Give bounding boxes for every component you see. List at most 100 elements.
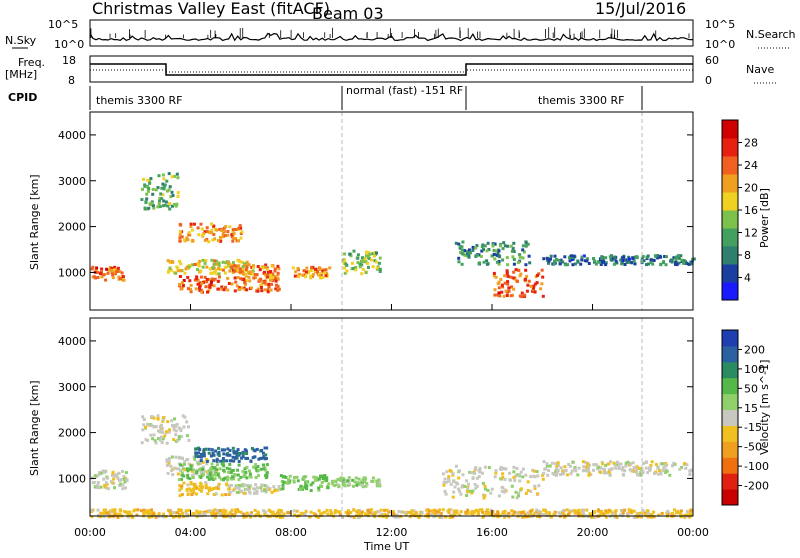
heatmap-cell (148, 202, 152, 206)
heatmap-cell (264, 510, 268, 514)
heatmap-cell (216, 239, 220, 243)
heatmap-cell (458, 489, 462, 493)
heatmap-cell (452, 509, 456, 513)
heatmap-cell (147, 206, 151, 210)
heatmap-cell (379, 512, 383, 516)
heatmap-cell (94, 268, 98, 272)
heatmap-cell (473, 510, 477, 514)
heatmap-cell (265, 485, 269, 489)
heatmap-cell (201, 233, 205, 237)
heatmap-cell (481, 471, 484, 475)
heatmap-cell (109, 480, 113, 484)
heatmap-cell (295, 475, 299, 479)
heatmap-cell (458, 469, 462, 473)
heatmap-cell (501, 472, 505, 476)
heatmap-cell (179, 262, 183, 266)
heatmap-cell (187, 265, 191, 269)
heatmap-cell (311, 481, 315, 485)
heatmap-cell (201, 467, 205, 471)
heatmap-cell (176, 269, 180, 273)
heatmap-cell (113, 511, 117, 515)
heatmap-cell (680, 258, 684, 262)
heatmap-cell (362, 479, 366, 483)
heatmap-cell (161, 182, 165, 186)
heatmap-cell (172, 438, 176, 441)
heatmap-cell (527, 279, 531, 283)
heatmap-cell (251, 266, 255, 270)
cpid-label: CPID (8, 91, 37, 104)
heatmap-cell (237, 484, 241, 487)
heatmap-cell (206, 290, 209, 294)
heatmap-cell (599, 510, 603, 514)
heatmap-cell (534, 282, 538, 286)
heatmap-cell (124, 486, 127, 490)
heatmap-cell (162, 177, 166, 181)
heatmap-cell (495, 253, 499, 257)
heatmap-cell (147, 515, 151, 519)
heatmap-cell (343, 252, 347, 256)
nave-tick-top: 60 (705, 54, 719, 67)
heatmap-cell (514, 511, 518, 515)
heatmap-cell (576, 473, 580, 477)
heatmap-cell (194, 447, 198, 451)
heatmap-cell (304, 275, 308, 279)
heatmap-cell (542, 471, 546, 475)
heatmap-cell (518, 479, 522, 483)
heatmap-cell (529, 489, 533, 493)
heatmap-cell (373, 251, 377, 255)
heatmap-cell (375, 510, 378, 514)
heatmap-cell (228, 484, 231, 488)
heatmap-cell (467, 248, 471, 252)
heatmap-cell (588, 471, 591, 475)
velocity-colorbar-frame (721, 329, 739, 506)
heatmap-cell (490, 487, 494, 491)
heatmap-cell (128, 511, 132, 515)
heatmap-cell (607, 508, 611, 512)
heatmap-cell (501, 247, 505, 251)
heatmap-cell (264, 476, 268, 479)
heatmap-cell (171, 473, 175, 477)
heatmap-cell (309, 510, 313, 514)
heatmap-cell (200, 290, 204, 294)
heatmap-cell (652, 510, 656, 514)
heatmap-cell (156, 186, 160, 190)
heatmap-cell (517, 494, 520, 498)
heatmap-cell (333, 511, 337, 515)
heatmap-cell (481, 243, 485, 247)
heatmap-cell (320, 485, 324, 488)
heatmap-cell (309, 274, 313, 278)
heatmap-cell (581, 512, 585, 516)
heatmap-cell (627, 257, 631, 261)
heatmap-cell (378, 267, 382, 271)
heatmap-cell (179, 508, 182, 512)
heatmap-cell (442, 483, 446, 487)
heatmap-cell (656, 256, 660, 260)
heatmap-cell (113, 486, 116, 490)
heatmap-cell (206, 475, 210, 479)
heatmap-cell (503, 488, 507, 492)
heatmap-cell (508, 478, 512, 482)
heatmap-cell (474, 486, 478, 490)
heatmap-cell (322, 474, 326, 478)
heatmap-cell (143, 183, 147, 187)
heatmap-cell (527, 254, 531, 258)
heatmap-cell (609, 258, 613, 262)
heatmap-cell (432, 515, 436, 519)
heatmap-cell (140, 198, 144, 201)
heatmap-cell (255, 513, 259, 517)
heatmap-cell (559, 473, 562, 476)
heatmap-cell (604, 509, 608, 513)
heatmap-cell (237, 452, 241, 456)
heatmap-cell (689, 513, 693, 517)
heatmap-cell (507, 511, 511, 515)
heatmap-cell (434, 509, 438, 513)
heatmap-cell (491, 242, 495, 246)
heatmap-cell (236, 473, 240, 477)
heatmap-cell (199, 481, 203, 485)
heatmap-cell (236, 258, 240, 262)
heatmap-cell (239, 226, 243, 230)
heatmap-cell (535, 513, 538, 516)
heatmap-cell (207, 477, 211, 481)
heatmap-cell (443, 489, 447, 493)
heatmap-cell (231, 270, 235, 274)
